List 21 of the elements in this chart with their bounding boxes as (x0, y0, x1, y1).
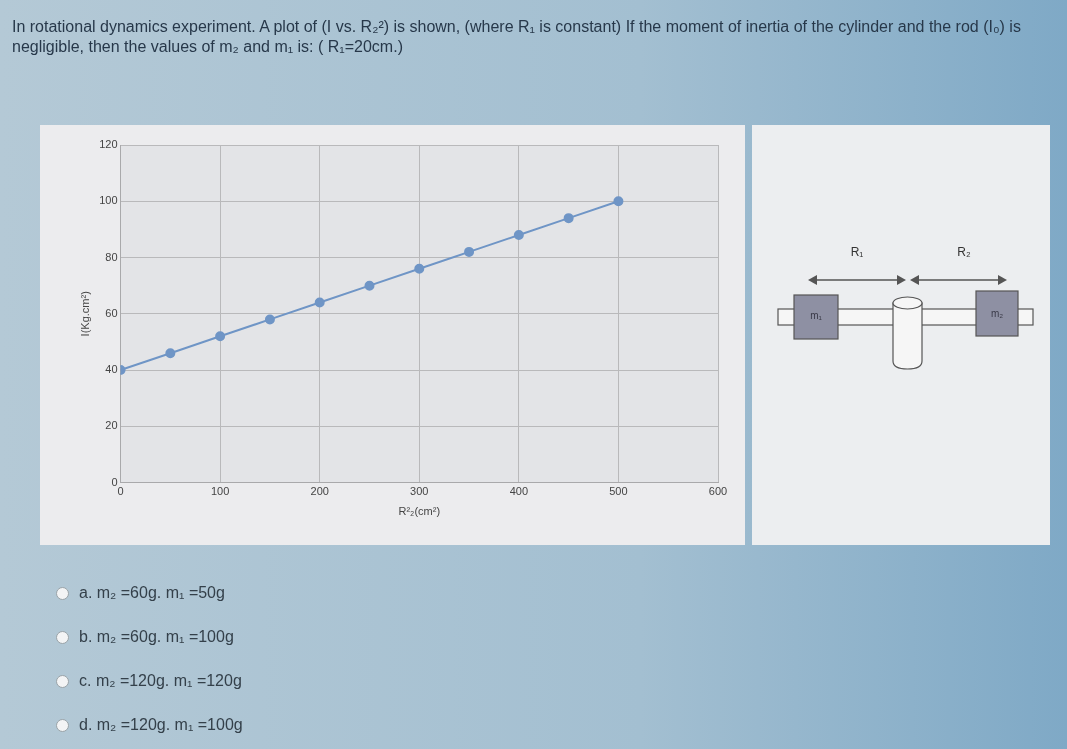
chart-title: In rotational dynamics experiment. A plot of (I vs. R₂²) is shown, (where R₁ is constant) If the moment of inertia of the cylinder and the rod (I₀) is negligible, then the values of m₂ and m₁ is: ( R₁=20cm.) (12, 17, 1022, 57)
x-tick-label: 400 (509, 485, 529, 498)
y-tick-label: 60 (105, 306, 118, 319)
y-tick-label: 40 (105, 363, 118, 376)
y-axis-title: I(Kg.cm²) (78, 291, 91, 337)
text: a. m₂ =60g. m₁ =50g (79, 584, 225, 602)
x-tick-label: 200 (310, 485, 329, 498)
y-tick-label: 100 (99, 194, 118, 207)
x-tick-label: 600 (708, 485, 728, 498)
y-tick-label: 20 (105, 419, 118, 432)
x-tick-label: 500 (609, 485, 628, 498)
text: b. m₂ =60g. m₁ =100g (79, 628, 234, 646)
x-axis-title: R²₂(cm²) (398, 505, 441, 518)
y-tick-label: 120 (99, 138, 118, 151)
x-tick-label: 300 (410, 485, 429, 498)
text: c. m₂ =120g. m₁ =120g (79, 672, 242, 690)
x-tick-label: 100 (210, 485, 230, 498)
rod-and-masses-diagram: R₁ R₂ m₁ m₂ (770, 235, 1045, 375)
y-tick-label: 0 (111, 475, 118, 488)
text: d. m₂ =120g. m₁ =100g (79, 716, 243, 734)
y-tick-label: 80 (105, 250, 118, 263)
